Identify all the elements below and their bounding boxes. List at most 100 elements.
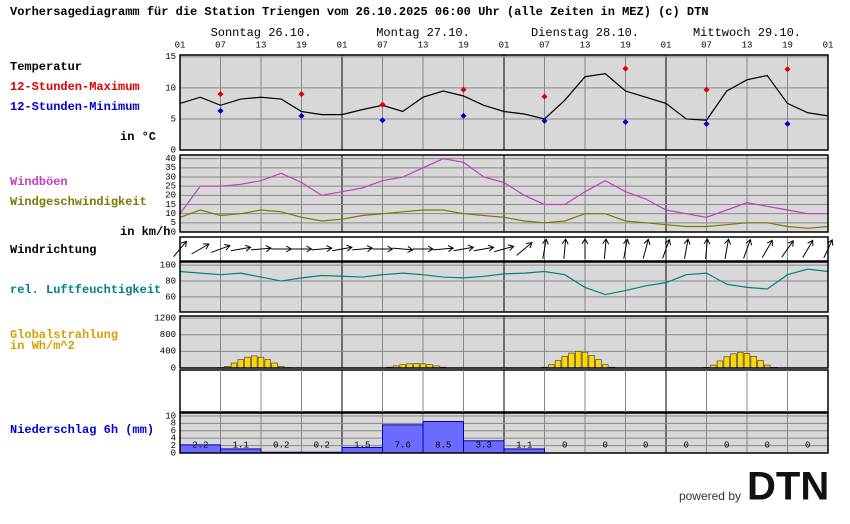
legend-label: Temperatur [10,60,82,74]
powered-by: powered by [679,489,741,503]
value-label: 2.2 [192,440,208,450]
extreme-marker [784,120,791,127]
x-tick-label: 01 [661,40,672,50]
bar [737,351,744,369]
day-label: Dienstag 28.10. [531,26,639,40]
panel-border [179,315,829,369]
extreme-marker [703,86,710,93]
wind-arrow [781,240,794,258]
series-line [179,72,829,121]
panel-border [179,261,829,313]
y-tick-label: 0 [171,227,176,237]
bar [237,359,244,369]
value-label: 3.3 [476,440,492,450]
extreme-marker [379,101,386,108]
wind-arrow [473,244,495,252]
x-tick-label: 07 [215,40,226,50]
extreme-marker [703,120,710,127]
value-label: 1.1 [516,440,532,450]
y-tick-label: 80 [165,276,176,286]
bar [716,360,724,369]
x-tick-label: 13 [580,40,591,50]
y-tick-label: 5 [171,114,176,124]
bar [257,356,265,369]
bar [750,356,757,369]
y-tick-label: 6 [171,426,176,436]
bar [561,356,568,369]
legend-label: Windböen [10,175,68,189]
x-tick-label: 01 [337,40,348,50]
extreme-marker [460,112,467,119]
legend-label: 12-Stunden-Maximum [10,80,140,94]
x-tick-label: 07 [539,40,550,50]
value-label: 1.1 [233,440,249,450]
wind-arrow [494,244,515,253]
x-tick-label: 07 [701,40,712,50]
wind-arrow [453,244,475,252]
x-tick-label: 01 [175,40,186,50]
y-tick-label: 15 [165,52,176,62]
y-tick-label: 40 [165,154,176,164]
wind-arrow [516,241,533,256]
y-tick-label: 25 [165,182,176,192]
wind-arrow [724,238,732,259]
bar [595,359,602,369]
value-label: 0 [805,440,810,450]
value-label: 0.2 [273,440,289,450]
x-tick-label: 19 [458,40,469,50]
bar [244,356,251,369]
x-tick-label: 13 [742,40,753,50]
wind-arrow [743,238,753,259]
y-tick-label: 800 [160,330,176,340]
y-tick-label: 60 [165,292,176,302]
extreme-marker [298,91,305,98]
bar [251,355,258,369]
extreme-marker [298,112,305,119]
wind-arrow [542,238,549,259]
y-tick-label: 0 [171,145,176,155]
y-tick-label: 10 [165,411,176,421]
extreme-marker [217,107,224,114]
y-tick-label: 2 [171,441,176,451]
bar [264,359,271,369]
y-tick-label: 5 [171,218,176,228]
panel-border [179,154,829,233]
unit-label: in Wh/m^2 [10,339,75,353]
extreme-marker [541,117,548,124]
y-tick-label: 10 [165,209,176,219]
value-label: 0 [684,440,689,450]
wind-arrow [311,245,333,252]
value-label: 0 [562,440,567,450]
bar [588,355,595,369]
y-tick-label: 35 [165,163,176,173]
series-line [179,209,829,229]
legend-label: Windgeschwindigkeit [10,195,147,209]
panel-border [179,412,829,454]
panel-title: Niederschlag 6h (mm) [10,423,154,437]
wind-arrow [561,238,569,260]
x-tick-label: 01 [499,40,510,50]
y-tick-label: 15 [165,200,176,210]
value-label: 7.6 [395,440,411,450]
y-tick-label: 8 [171,419,176,429]
extreme-marker [784,66,791,73]
bar [554,360,562,369]
extreme-marker [541,93,548,100]
wind-arrow [581,238,589,259]
day-label: Sonntag 26.10. [211,26,312,40]
series-line [179,268,829,296]
wind-arrow [623,238,630,259]
y-tick-label: 1200 [154,313,176,323]
value-label: 0 [643,440,648,450]
wind-arrow [210,243,231,253]
wind-arrow [392,246,414,253]
x-tick-label: 07 [377,40,388,50]
bar [757,360,764,369]
y-tick-label: 0 [171,363,176,373]
wind-arrow [271,245,293,253]
bar [568,352,575,369]
wind-arrow [352,245,374,252]
value-label: 0.2 [314,440,330,450]
wind-arrow [802,239,814,258]
x-tick-label: 13 [256,40,267,50]
